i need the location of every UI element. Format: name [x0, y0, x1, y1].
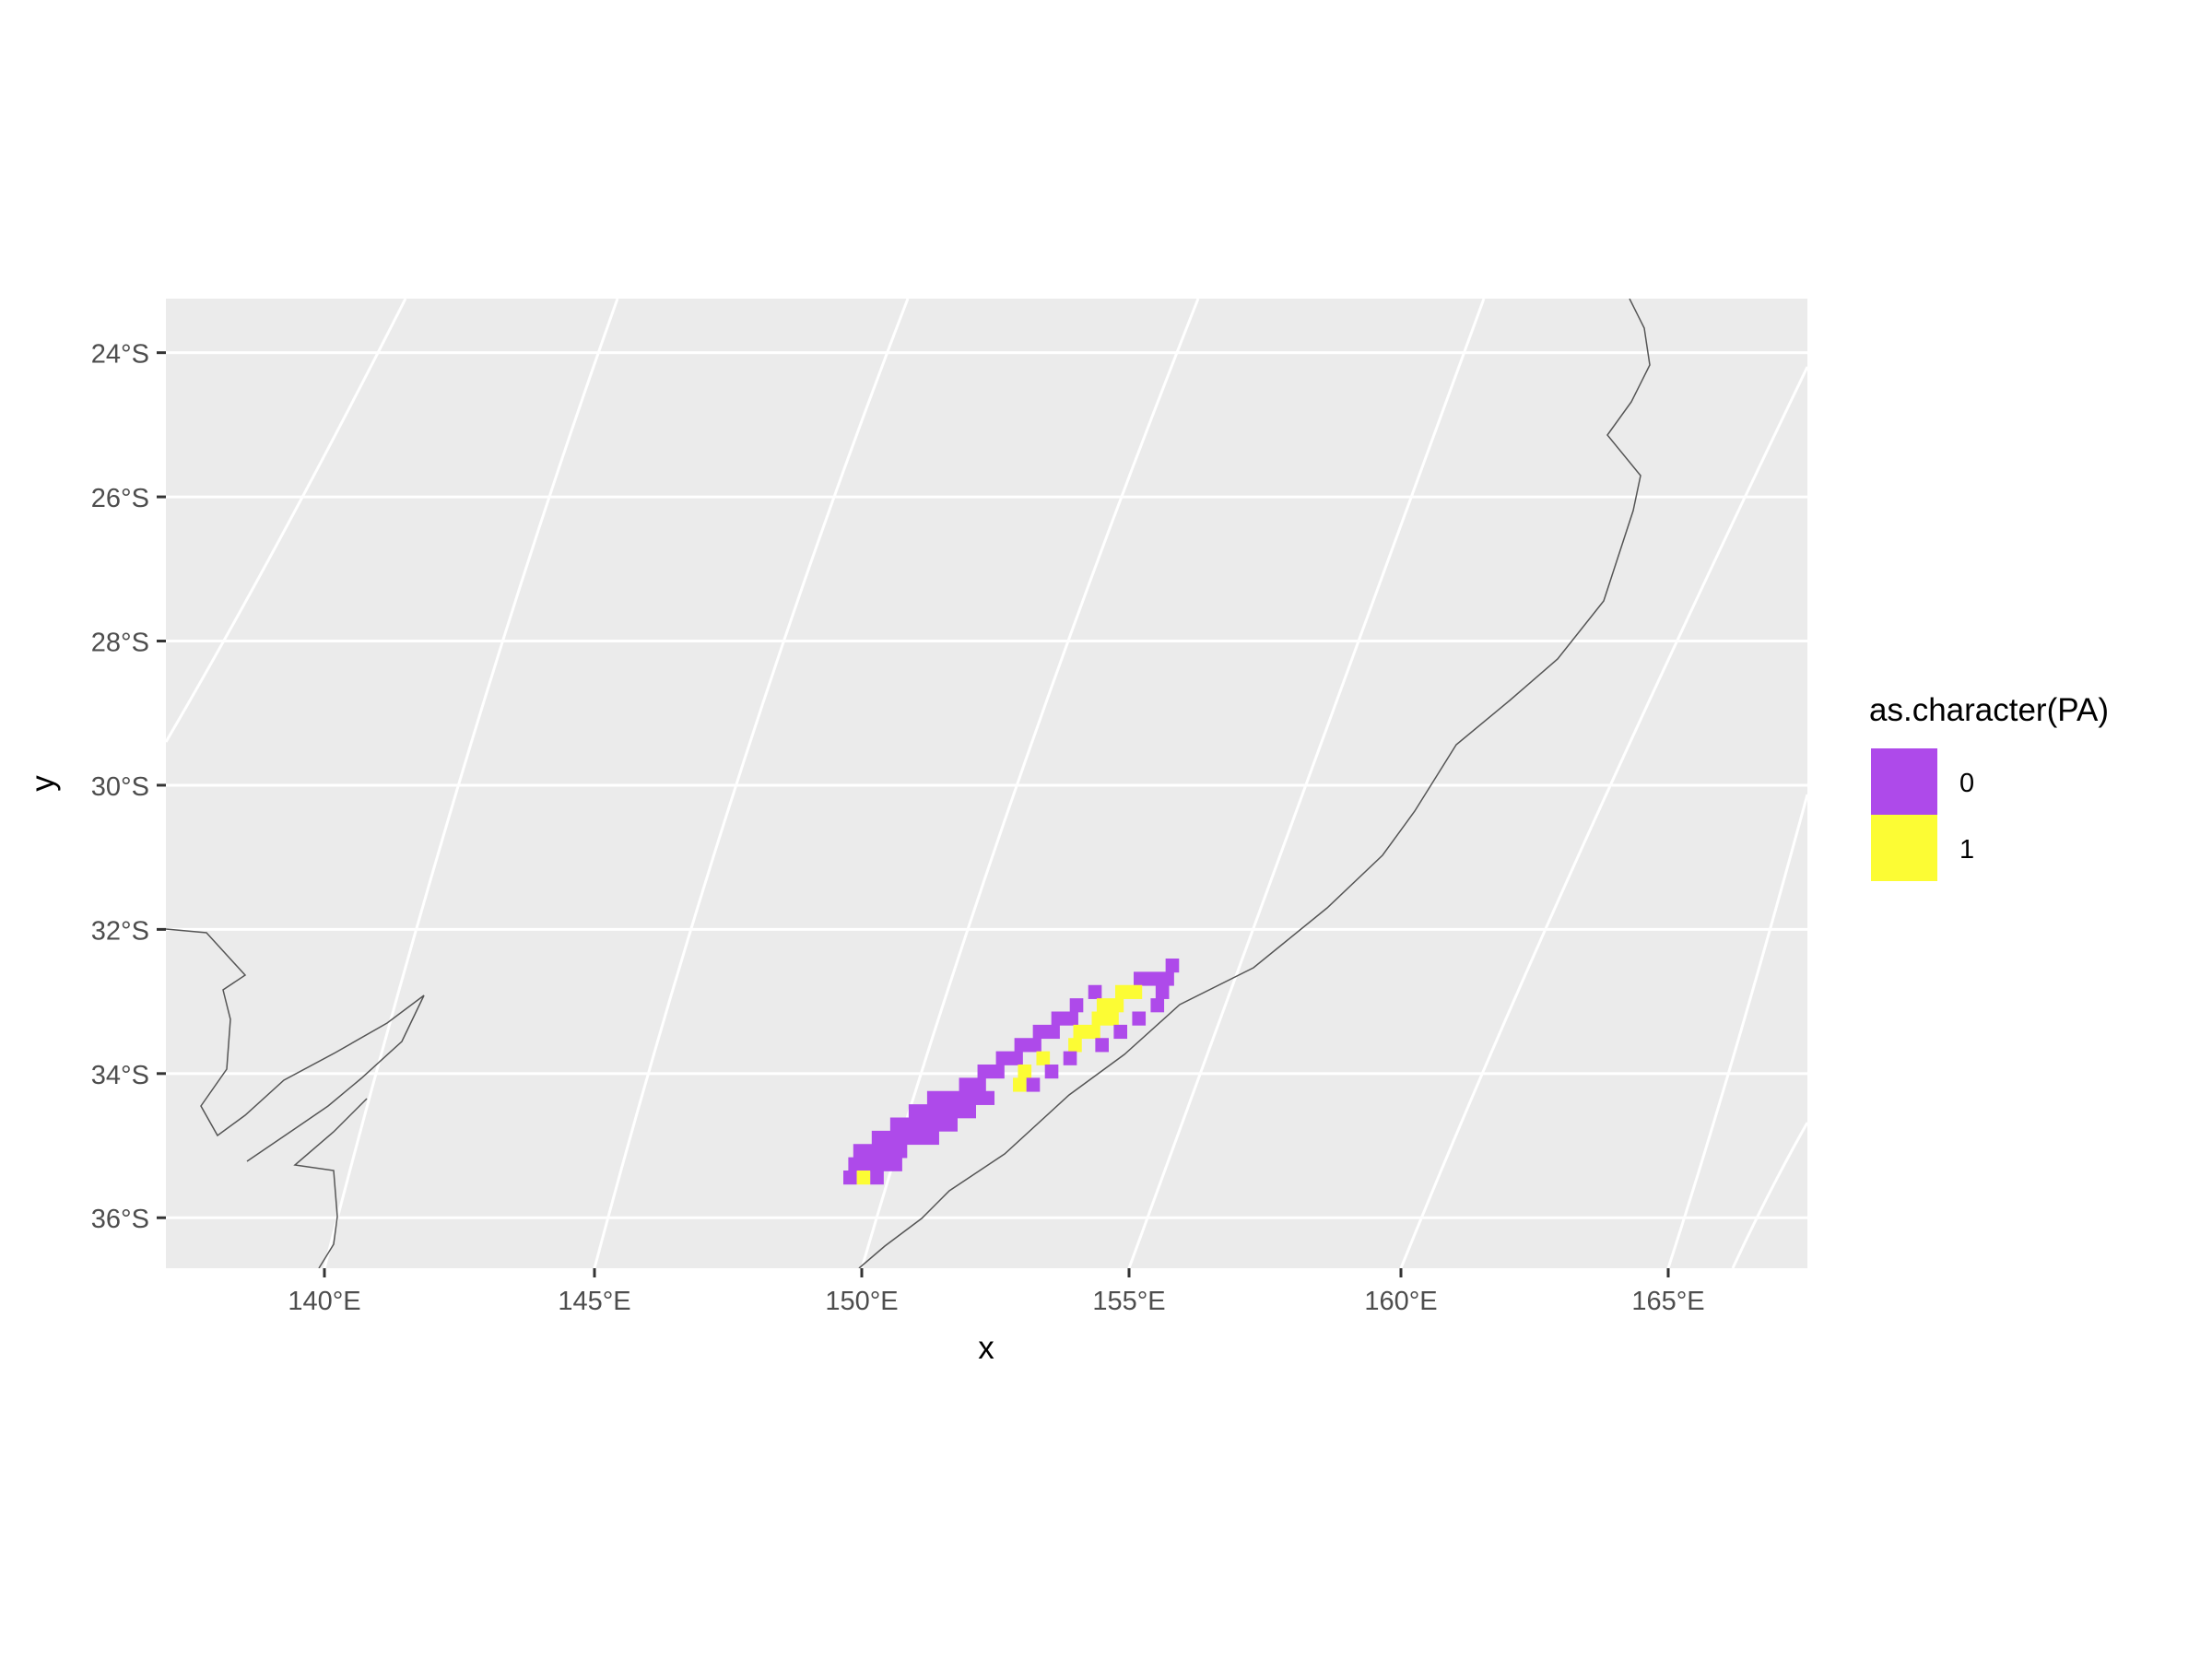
legend-label: 0	[1959, 769, 1974, 798]
y-tick-label: 26°S	[91, 484, 149, 513]
raster-cell-presence	[1073, 1024, 1100, 1040]
raster-cell-absence	[889, 1117, 958, 1132]
y-tick-label: 24°S	[91, 340, 149, 370]
y-tick-label: 32°S	[91, 916, 149, 946]
raster-cell-absence	[1044, 1065, 1059, 1079]
legend: as.character(PA) 01	[1869, 692, 2109, 881]
x-tick-label: 155°E	[1092, 1287, 1165, 1316]
longitude-line-160	[1399, 366, 1807, 1268]
longitude-line-140	[323, 299, 619, 1268]
longitude-line-165	[1666, 794, 1807, 1268]
raster-cell-absence	[1132, 1011, 1147, 1026]
raster-cell-absence	[1014, 1038, 1041, 1053]
raster-cell-absence	[1155, 984, 1170, 999]
raster-cell-presence	[1091, 1011, 1119, 1026]
x-axis-title: x	[978, 1330, 994, 1366]
y-tick-label: 34°S	[91, 1061, 149, 1090]
x-tick-label: 165°E	[1631, 1287, 1704, 1316]
panel-background	[166, 299, 1807, 1268]
longitude-line-145	[593, 299, 910, 1268]
raster-cell-absence	[848, 1157, 902, 1171]
y-axis: 24°S 26°S 28°S 30°S 32°S 34°S 36°S	[91, 340, 166, 1234]
coastline-spencer-gulf	[166, 928, 425, 1162]
raster-cell-presence	[1068, 1038, 1082, 1053]
raster-cell-presence	[1018, 1065, 1032, 1079]
raster-cell-presence	[856, 1171, 871, 1185]
raster-cell-absence	[1032, 1024, 1060, 1040]
raster-cell-absence	[853, 1144, 908, 1159]
y-tick-label: 30°S	[91, 772, 149, 802]
longitude-line-155	[1127, 299, 1486, 1268]
raster-cell-absence	[977, 1065, 1005, 1079]
x-tick-label: 160°E	[1364, 1287, 1437, 1316]
x-axis: 140°E 145°E 150°E 155°E 160°E 165°E	[288, 1268, 1705, 1316]
coastline-outlines	[166, 299, 1651, 1268]
presence-absence-raster	[843, 959, 1180, 1185]
raster-cell-absence	[908, 1104, 976, 1119]
panel-content	[166, 299, 1807, 1268]
raster-cell-absence	[1063, 1051, 1077, 1065]
raster-cell-absence	[959, 1077, 986, 1092]
raster-cell-absence	[1165, 959, 1180, 973]
raster-cell-presence	[1096, 998, 1124, 1013]
raster-cell-absence	[1026, 1077, 1041, 1092]
raster-cell-absence	[1134, 971, 1174, 986]
y-axis-title: y	[25, 775, 61, 792]
raster-cell-presence	[1013, 1077, 1027, 1092]
raster-cell-absence	[1095, 1038, 1109, 1053]
coastline-east	[858, 299, 1651, 1268]
raster-cell-absence	[995, 1051, 1023, 1065]
raster-cell-absence	[1150, 998, 1165, 1013]
raster-cell-absence	[1113, 1024, 1128, 1040]
longitude-line-135	[166, 299, 407, 743]
raster-cell-absence	[870, 1171, 884, 1185]
raster-cell-presence	[1114, 984, 1143, 999]
raster-cell-absence	[926, 1090, 995, 1105]
raster-cell-absence	[1069, 998, 1084, 1013]
raster-cell-absence	[871, 1130, 939, 1146]
x-tick-label: 140°E	[288, 1287, 360, 1316]
longitude-gridlines	[166, 299, 1807, 1268]
raster-cell-absence	[1088, 984, 1102, 999]
x-tick-label: 145°E	[558, 1287, 630, 1316]
legend-key-1	[1871, 815, 1937, 881]
legend-key-0	[1871, 748, 1937, 815]
legend-title: as.character(PA)	[1869, 692, 2109, 728]
raster-cell-absence	[1051, 1011, 1078, 1026]
raster-cell-absence	[843, 1171, 857, 1185]
legend-label: 1	[1959, 835, 1974, 865]
longitude-line-170	[1731, 1122, 1807, 1268]
y-tick-label: 28°S	[91, 629, 149, 658]
coastline-gulf-st-vincent	[293, 1098, 368, 1268]
raster-cell-presence	[1036, 1051, 1051, 1065]
x-tick-label: 150°E	[825, 1287, 898, 1316]
y-tick-label: 36°S	[91, 1205, 149, 1234]
legend-entries: 01	[1871, 748, 1974, 881]
